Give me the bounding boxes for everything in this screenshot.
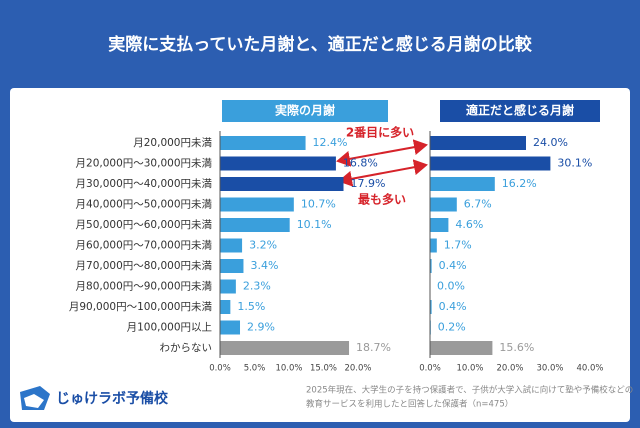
category-label: 月100,000円以上 [127,322,212,334]
arrow [338,159,428,187]
value-label: 2.3% [243,280,271,293]
bar [220,238,243,253]
bar [430,259,432,273]
panel-header-text: 適正だと感じる月謝 [466,103,574,118]
value-label: 0.0% [437,280,465,293]
value-label: 10.1% [297,218,332,231]
category-label: 月50,000円〜60,000円未満 [76,219,213,231]
bar [220,177,344,191]
panel-header-text: 実際の月謝 [275,103,335,118]
bar [220,136,306,150]
x-tick-label: 0.0% [209,364,231,374]
logo: じゅけラボ予備校 [20,386,169,410]
bar [430,156,551,171]
x-tick-label: 40.0% [576,364,603,374]
bar [220,218,290,232]
bar [220,259,244,273]
card [10,88,630,422]
value-label: 0.2% [438,321,466,334]
bar [430,238,437,253]
x-tick-label: 0.0% [419,364,441,374]
x-tick-label: 15.0% [310,364,337,374]
value-label: 1.7% [444,239,472,252]
bar [430,218,449,232]
x-tick-label: 10.0% [456,364,483,374]
category-label: 月40,000円〜50,000円未満 [76,199,213,211]
bar [220,197,294,212]
x-tick-label: 20.0% [496,364,523,374]
x-tick-label: 30.0% [536,364,563,374]
panel-header [222,100,388,122]
category-label: 月60,000円〜70,000円未満 [76,240,213,252]
bar [430,341,493,355]
value-label: 4.6% [455,218,483,231]
value-label: 6.7% [464,198,492,211]
x-tick-label: 10.0% [275,364,302,374]
value-label: 3.4% [250,259,278,272]
bar [220,279,236,294]
category-label: 月30,000円〜40,000円未満 [76,178,213,190]
x-tick-label: 20.0% [344,364,371,374]
value-label: 17.9% [351,177,386,190]
value-label: 10.7% [301,198,336,211]
value-label: 2.9% [247,321,275,334]
value-label: 3.2% [249,239,277,252]
arrow [336,139,428,167]
bar [430,177,495,191]
bar [430,136,526,150]
bar [430,197,457,212]
logo-text: じゅけラボ予備校 [56,390,169,407]
category-label: 月20,000円〜30,000円未満 [76,158,213,170]
panel-header [440,100,600,122]
value-label: 15.6% [499,341,534,354]
value-label: 18.7% [356,341,391,354]
value-label: 16.2% [502,177,537,190]
category-label: 月90,000円〜100,000円未満 [69,301,213,313]
value-label: 24.0% [533,136,568,149]
bar [430,300,432,314]
category-label: わからない [160,342,213,354]
x-tick-label: 5.0% [244,364,266,374]
bar [220,300,231,314]
category-label: 月20,000円未満 [133,137,212,149]
value-label: 0.4% [439,259,467,272]
footnote: 2025年現在、大学生の子を持つ保護者で、子供が大学入試に向けて塾や予備校などの [306,385,633,396]
category-label: 月70,000円〜80,000円未満 [76,260,213,272]
value-label: 30.1% [557,157,592,170]
value-label: 0.4% [439,300,467,313]
annotation: 最も多い [358,192,406,207]
bar [220,320,241,335]
value-label: 12.4% [313,136,348,149]
footnote: 教育サービスを利用したと回答した保護者（n=475） [306,399,513,410]
bar [220,341,350,355]
category-label: 月80,000円〜90,000円未満 [76,281,213,293]
bar [220,156,336,171]
annotation: 2番目に多い [346,125,414,140]
value-label: 16.8% [343,157,378,170]
title: 実際に支払っていた月謝と、適正だと感じる月謝の比較 [108,34,532,55]
value-label: 1.5% [237,300,265,313]
